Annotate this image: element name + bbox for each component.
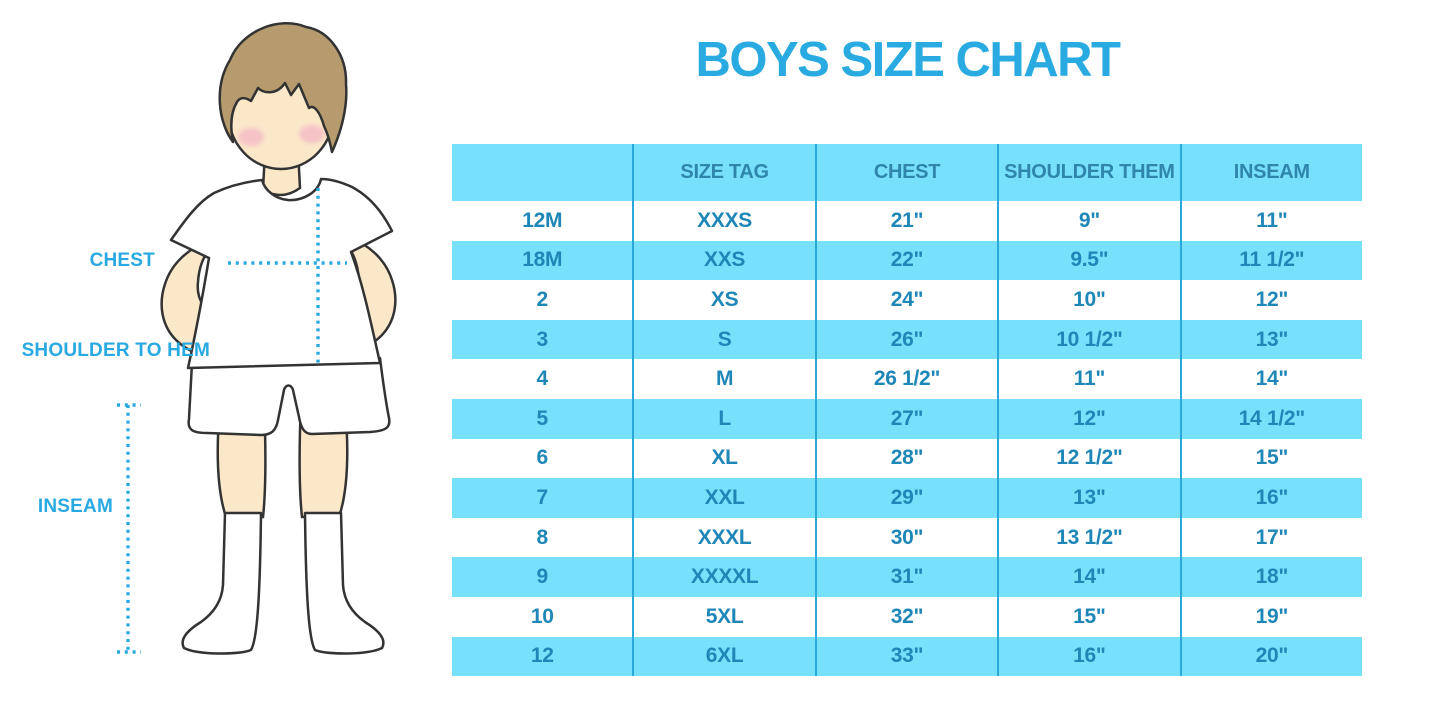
table-cell: XXXS [632, 201, 816, 241]
boy-hair [218, 22, 348, 154]
table-row: 7 XXL 29" 13" 16" [452, 478, 1362, 518]
boy-sock-right [303, 511, 385, 655]
table-cell: 6 [452, 438, 634, 479]
boy-sock-left [181, 511, 263, 655]
table-cell: 9 [452, 557, 634, 597]
table-cell: 26 1/2" [814, 359, 999, 399]
table-cell: 31" [814, 557, 999, 597]
table-cell: 10 [452, 596, 634, 637]
table-row: 10 5XL 32" 15" 19" [452, 596, 1362, 637]
table-cell: 29" [814, 478, 999, 518]
table-row: 6 XL 28" 12 1/2" 15" [452, 438, 1362, 479]
table-cell: XS [632, 280, 816, 320]
table-cell: 14" [997, 557, 1181, 597]
table-cell: 9" [997, 201, 1181, 241]
size-table-head: SIZE TAG CHEST SHOULDER THEM INSEAM [452, 144, 1362, 201]
boy-cheek-right [299, 125, 325, 143]
boy-cheek-left [238, 128, 264, 146]
table-cell: 19" [1179, 596, 1362, 637]
table-cell: 11" [997, 359, 1181, 399]
table-cell: 18M [452, 240, 634, 281]
table-cell: 5 [452, 398, 634, 439]
table-cell: 33" [814, 636, 999, 677]
table-cell: 7 [452, 478, 634, 518]
table-cell: 28" [814, 438, 999, 479]
table-cell: 11" [1179, 201, 1362, 241]
table-cell: 15" [997, 596, 1181, 637]
table-cell: 20" [1179, 636, 1362, 677]
table-cell: 4 [452, 359, 634, 399]
table-cell: S [632, 319, 816, 360]
table-cell: 12 [452, 636, 634, 677]
column-header [452, 144, 634, 201]
table-row: 12M XXXS 21" 9" 11" [452, 201, 1362, 241]
table-cell: 21" [814, 201, 999, 241]
table-cell: 3 [452, 319, 634, 360]
table-row: 12 6XL 33" 16" 20" [452, 636, 1362, 677]
table-cell: 9.5" [997, 240, 1181, 281]
boy-tshirt [169, 177, 394, 370]
table-cell: 5XL [632, 596, 816, 637]
table-cell: 13 1/2" [997, 517, 1181, 558]
table-cell: 13" [997, 478, 1181, 518]
table-cell: 27" [814, 398, 999, 439]
table-cell: 16" [997, 636, 1181, 677]
table-row: 2 XS 24" 10" 12" [452, 280, 1362, 320]
table-cell: 16" [1179, 478, 1362, 518]
table-cell: 12 1/2" [997, 438, 1181, 479]
table-cell: 24" [814, 280, 999, 320]
table-cell: 17" [1179, 517, 1362, 558]
inseam-label: INSEAM [37, 496, 113, 517]
table-cell: 26" [814, 319, 999, 360]
table-cell: 10 1/2" [997, 319, 1181, 360]
column-header: INSEAM [1179, 144, 1362, 201]
table-cell: 12" [1179, 280, 1362, 320]
table-cell: 30" [814, 517, 999, 558]
table-cell: 13" [1179, 319, 1362, 360]
column-header: CHEST [814, 144, 999, 201]
header-row: SIZE TAG CHEST SHOULDER THEM INSEAM [452, 144, 1362, 201]
measurement-figure: CHEST SHOULDER TO HEM INSEAM [0, 0, 450, 723]
table-row: 4 M 26 1/2" 11" 14" [452, 359, 1362, 399]
table-row: 5 L 27" 12" 14 1/2" [452, 398, 1362, 439]
table-cell: 8 [452, 517, 634, 558]
table-cell: 15" [1179, 438, 1362, 479]
table-cell: XXS [632, 240, 816, 281]
table-cell: XXXL [632, 517, 816, 558]
table-cell: XXL [632, 478, 816, 518]
page-title: BOYS SIZE CHART [695, 33, 1121, 87]
size-table-body: 12M XXXS 21" 9" 11" 18M XXS 22" 9.5" 11 1/2" 2 XS 24… [452, 201, 1362, 677]
boy-illustration [117, 22, 397, 655]
table-cell: M [632, 359, 816, 399]
table-cell: L [632, 398, 816, 439]
table-cell: 11 1/2" [1179, 240, 1362, 281]
size-table: SIZE TAG CHEST SHOULDER THEM INSEAM 12M XXXS… [452, 144, 1362, 677]
shoulder-to-hem-label: SHOULDER TO HEM [21, 340, 210, 361]
table-cell: 14" [1179, 359, 1362, 399]
table-cell: 2 [452, 280, 634, 320]
table-row: 18M XXS 22" 9.5" 11 1/2" [452, 240, 1362, 281]
table-cell: 14 1/2" [1179, 398, 1362, 439]
column-header: SIZE TAG [632, 144, 816, 201]
chest-label: CHEST [89, 250, 155, 271]
table-cell: 22" [814, 240, 999, 281]
column-header: SHOULDER THEM [997, 144, 1181, 201]
table-cell: 6XL [632, 636, 816, 677]
boy-shorts [187, 356, 391, 437]
table-row: 8 XXXL 30" 13 1/2" 17" [452, 517, 1362, 558]
table-row: 9 XXXXL 31" 14" 18" [452, 557, 1362, 597]
table-cell: 18" [1179, 557, 1362, 597]
table-cell: XXXXL [632, 557, 816, 597]
table-cell: 10" [997, 280, 1181, 320]
table-cell: 12M [452, 201, 634, 241]
table-cell: 32" [814, 596, 999, 637]
table-cell: 12" [997, 398, 1181, 439]
table-cell: XL [632, 438, 816, 479]
table-row: 3 S 26" 10 1/2" 13" [452, 319, 1362, 360]
